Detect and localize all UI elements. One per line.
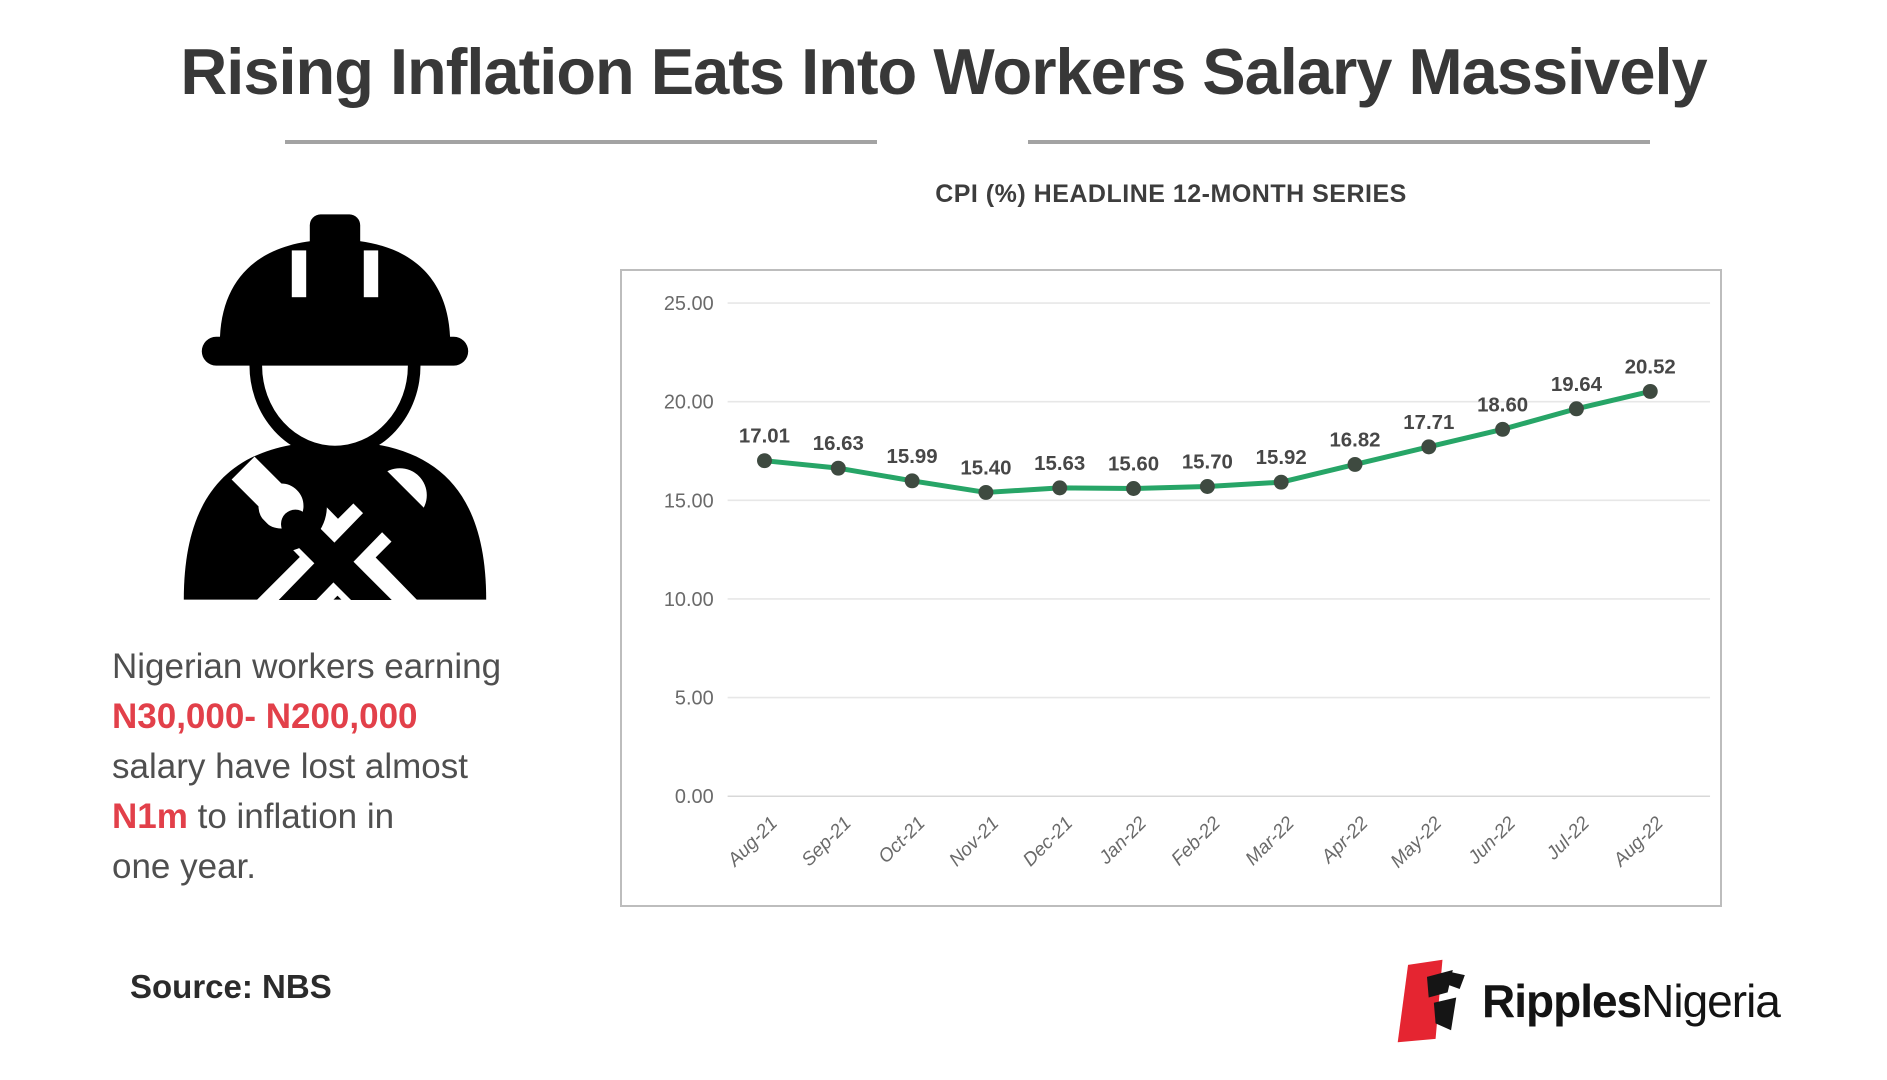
data-point-label: 15.63 <box>1034 453 1085 475</box>
highlight-red-text: N30,000- N200,000 <box>112 697 418 736</box>
data-point-marker <box>904 473 920 489</box>
x-axis-tick-label: May-22 <box>1387 812 1447 872</box>
logo-red-shape <box>1397 959 1443 1043</box>
x-axis-tick-label: Feb-22 <box>1168 813 1226 871</box>
data-point-marker <box>1273 474 1289 490</box>
wrench-notch <box>231 456 283 508</box>
data-point-marker <box>757 453 772 469</box>
title-underline-left <box>285 140 877 144</box>
data-point-label: 17.71 <box>1403 412 1454 434</box>
paragraph-text: to inflation in <box>187 797 395 836</box>
data-point-marker <box>978 484 994 500</box>
x-axis-tick-label: Dec-21 <box>1019 813 1077 871</box>
hardhat-brim <box>201 336 469 366</box>
data-point-marker <box>830 460 846 476</box>
data-point-label: 16.82 <box>1329 429 1380 451</box>
logo-black-shape <box>1447 971 1465 989</box>
paragraph-text: one year. <box>112 847 256 886</box>
data-point-label: 15.60 <box>1108 454 1159 476</box>
cpi-line-chart: 0.00 5.00 10.00 15.00 20.00 25.00 Aug-21 Sep-21… <box>620 269 1722 907</box>
data-point-marker <box>1126 481 1142 496</box>
data-point-label: 15.92 <box>1256 447 1307 469</box>
page-title: Rising Inflation Eats Into Workers Salar… <box>180 35 1707 108</box>
ripples-nigeria-logo: RipplesNigeria <box>1396 956 1781 1046</box>
hardhat-slit <box>291 250 307 298</box>
x-axis-tick-label: Jan-22 <box>1095 812 1152 869</box>
x-axis-tick-label: Jun-22 <box>1464 812 1521 869</box>
data-point-label: 15.40 <box>960 457 1011 479</box>
x-axis-tick-label: Aug-22 <box>1609 813 1668 872</box>
paragraph-text: Nigerian workers earning <box>112 647 502 686</box>
data-point-label: 19.64 <box>1551 374 1603 396</box>
hardhat-dome <box>219 239 451 344</box>
paragraph-line: N1m to inflation in <box>112 792 632 842</box>
y-axis-tick-label: 0.00 <box>675 786 714 808</box>
hardhat-slit <box>363 250 379 298</box>
data-point-marker <box>1199 479 1215 494</box>
x-axis-tick-label: Apr-22 <box>1317 812 1373 868</box>
logo-word-nigeria: Nigeria <box>1641 975 1781 1027</box>
paragraph-line: one year. <box>112 842 632 892</box>
y-axis-tick-label: 15.00 <box>664 490 714 512</box>
chart-svg: 0.00 5.00 10.00 15.00 20.00 25.00 Aug-21 Sep-21… <box>664 293 1711 872</box>
title-underline-right <box>1028 140 1650 144</box>
hardhat-ridge <box>309 214 361 265</box>
wrench-head <box>235 460 327 552</box>
x-axis-tick-label: Aug-21 <box>723 813 782 872</box>
paragraph-line: N30,000- N200,000 <box>112 692 632 742</box>
ripples-logo-icon <box>1397 959 1465 1043</box>
data-point-label: 17.01 <box>739 426 790 448</box>
y-axis-tick-label: 10.00 <box>664 589 714 611</box>
data-point-marker <box>1642 383 1658 399</box>
logo-black-shape <box>1426 970 1453 998</box>
paragraph-line: Nigerian workers earning <box>112 642 632 692</box>
x-axis-tick-label: Nov-21 <box>945 813 1003 871</box>
data-point-marker <box>1347 456 1363 472</box>
data-point-label: 15.99 <box>887 446 938 468</box>
highlight-red-text: N1m <box>112 797 188 836</box>
x-axis-tick-label: Oct-21 <box>875 813 930 868</box>
description-paragraph: Nigerian workers earning N30,000- N200,00… <box>112 642 632 892</box>
data-point-label: 18.60 <box>1477 394 1528 416</box>
paragraph-line: salary have lost almost <box>112 742 632 792</box>
worker-icon-svg <box>183 214 487 663</box>
logo-word-ripples: Ripples <box>1482 975 1642 1027</box>
data-point-label: 16.63 <box>813 433 864 455</box>
logo-wordmark: RipplesNigeria <box>1482 974 1781 1028</box>
y-axis-tick-label: 25.00 <box>664 293 714 315</box>
paragraph-text: salary have lost almost <box>112 747 468 786</box>
logo-black-shape <box>1433 997 1457 1031</box>
source-label: Source: NBS <box>130 968 332 1005</box>
worker-icon <box>155 200 515 663</box>
x-axis-tick-label: Mar-22 <box>1242 812 1299 869</box>
data-point-label: 15.70 <box>1182 452 1233 474</box>
data-point-label: 20.52 <box>1625 356 1676 378</box>
y-axis-tick-label: 5.00 <box>675 688 714 710</box>
x-axis-tick-label: Jul-22 <box>1542 812 1594 864</box>
data-point-marker <box>1052 480 1068 496</box>
x-axis-tick-label: Sep-21 <box>798 813 856 871</box>
y-axis-tick-label: 20.00 <box>664 392 714 414</box>
data-point-marker <box>1495 421 1511 437</box>
chart-title: CPI (%) HEADLINE 12-MONTH SERIES <box>935 180 1407 208</box>
data-point-marker <box>1421 439 1437 455</box>
data-point-marker <box>1568 401 1584 417</box>
